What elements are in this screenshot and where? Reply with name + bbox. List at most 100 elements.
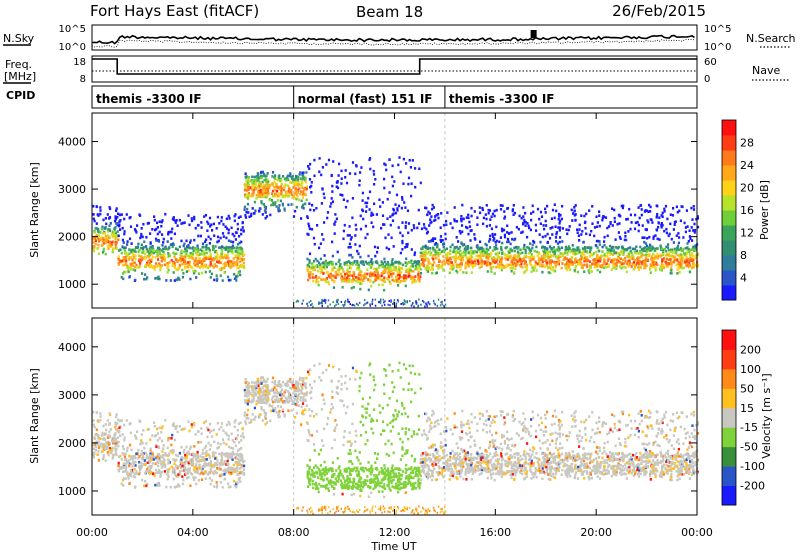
velocity-cell — [170, 449, 173, 453]
power-cell — [555, 232, 558, 236]
power-cell — [164, 212, 167, 216]
power-cell — [115, 207, 118, 210]
velocity-cell — [111, 449, 114, 453]
power-cell — [334, 276, 337, 279]
power-cell — [411, 303, 413, 306]
power-cell — [318, 170, 321, 174]
power-cell — [515, 245, 518, 249]
power-cell — [537, 258, 540, 262]
power-cell — [547, 252, 550, 255]
velocity-cell — [215, 481, 218, 484]
power-cell — [598, 224, 601, 228]
power-cell — [638, 249, 641, 253]
power-cell — [292, 178, 295, 181]
power-cell — [401, 279, 404, 283]
power-cell — [636, 220, 639, 224]
power-cell — [490, 270, 493, 273]
velocity-cell — [137, 457, 140, 460]
power-cell — [691, 239, 694, 242]
power-cell — [483, 261, 487, 264]
velocity-cell — [104, 423, 107, 426]
power-cell — [606, 259, 610, 262]
power-cell — [325, 280, 328, 283]
power-cell — [524, 265, 527, 269]
power-cell — [186, 245, 189, 248]
power-cell — [160, 264, 163, 267]
power-cell — [245, 210, 248, 214]
velocity-cell — [167, 461, 170, 464]
power-cell — [156, 251, 159, 254]
power-cell — [602, 262, 605, 265]
power-cell — [551, 266, 554, 269]
power-cell — [577, 246, 580, 249]
power-cell — [195, 258, 198, 262]
power-cell — [571, 263, 574, 266]
velocity-cell — [101, 457, 105, 461]
power-cell — [383, 260, 386, 264]
velocity-cell — [238, 447, 241, 451]
power-cell — [101, 251, 105, 254]
power-cell — [596, 246, 599, 249]
velocity-cell — [133, 456, 136, 459]
power-cell — [149, 246, 152, 249]
velocity-cell — [180, 466, 183, 469]
power-cell — [670, 256, 674, 260]
power-cell — [429, 253, 432, 257]
velocity-cell — [225, 463, 228, 466]
power-cell — [448, 261, 451, 264]
power-cell — [487, 255, 490, 258]
power-cell — [441, 260, 444, 264]
power-cell — [153, 265, 156, 268]
power-cell — [166, 262, 169, 265]
power-cell — [534, 263, 537, 267]
velocity-cell — [146, 428, 149, 431]
velocity-cell — [236, 461, 239, 464]
velocity-cell — [92, 452, 95, 455]
power-cell — [459, 268, 462, 272]
velocity-cell — [202, 459, 205, 462]
power-cell — [288, 190, 291, 194]
velocity-cell — [199, 466, 203, 470]
power-cell — [591, 253, 594, 257]
power-cell — [626, 217, 629, 221]
power-cell — [219, 274, 222, 277]
power-cell — [412, 302, 414, 305]
power-cell — [124, 256, 127, 259]
power-cell — [204, 255, 207, 258]
power-cell — [333, 232, 336, 235]
velocity-cell — [187, 450, 190, 453]
power-cell — [392, 265, 395, 268]
power-cell — [406, 262, 409, 265]
power-cell — [484, 251, 487, 254]
power-cell — [99, 209, 102, 212]
power-cell — [424, 206, 427, 210]
power-cell — [265, 180, 268, 183]
power-cell — [559, 236, 562, 239]
power-cell — [321, 298, 323, 301]
power-cell — [392, 272, 395, 276]
velocity-cell — [194, 476, 197, 479]
power-cell — [457, 240, 460, 243]
power-cell — [464, 249, 467, 253]
power-cell — [660, 269, 663, 272]
velocity-cell — [93, 437, 96, 440]
power-cell — [373, 183, 376, 186]
power-cell — [688, 229, 691, 232]
velocity-cell — [148, 460, 151, 463]
power-cell — [538, 217, 541, 221]
colorbar-swatch — [722, 195, 736, 211]
power-cell — [675, 234, 678, 237]
power-cell — [419, 272, 423, 275]
power-cell — [114, 215, 117, 218]
power-cell — [629, 227, 632, 231]
power-cell — [169, 230, 172, 234]
power-cell — [546, 204, 549, 208]
power-cell — [130, 256, 133, 259]
velocity-cell — [222, 453, 225, 456]
power-cell — [193, 217, 196, 221]
power-cell — [266, 193, 269, 197]
power-cell — [471, 250, 474, 253]
power-cell — [227, 264, 231, 268]
nave-tick-high: 60 — [704, 57, 717, 68]
power-cell — [335, 262, 338, 266]
